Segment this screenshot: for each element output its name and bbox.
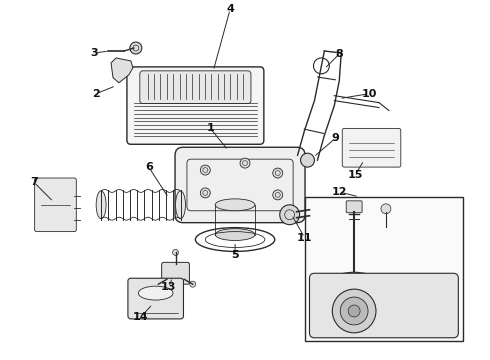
Text: 4: 4 — [226, 4, 234, 14]
Circle shape — [240, 158, 250, 168]
FancyBboxPatch shape — [127, 67, 264, 144]
Text: 1: 1 — [206, 123, 214, 134]
Circle shape — [273, 190, 283, 200]
Circle shape — [381, 204, 391, 214]
Text: 7: 7 — [30, 177, 38, 187]
FancyBboxPatch shape — [140, 71, 251, 104]
Text: 8: 8 — [335, 49, 343, 59]
Circle shape — [332, 289, 376, 333]
Ellipse shape — [215, 199, 255, 211]
Circle shape — [280, 205, 299, 225]
Circle shape — [155, 281, 161, 287]
Circle shape — [300, 153, 315, 167]
Text: 6: 6 — [145, 162, 153, 172]
Ellipse shape — [96, 191, 106, 219]
Ellipse shape — [175, 191, 185, 219]
Circle shape — [130, 42, 142, 54]
Text: 2: 2 — [92, 89, 100, 99]
Text: 11: 11 — [297, 233, 312, 243]
Circle shape — [200, 188, 210, 198]
FancyBboxPatch shape — [175, 147, 305, 223]
Text: 15: 15 — [347, 170, 363, 180]
FancyBboxPatch shape — [346, 201, 362, 213]
Circle shape — [348, 305, 360, 317]
Text: 12: 12 — [332, 187, 347, 197]
Text: 9: 9 — [331, 133, 339, 143]
Ellipse shape — [215, 229, 255, 240]
Ellipse shape — [329, 286, 379, 302]
Ellipse shape — [341, 275, 367, 284]
FancyBboxPatch shape — [35, 178, 76, 231]
Circle shape — [190, 281, 196, 287]
Ellipse shape — [334, 272, 374, 286]
Circle shape — [200, 165, 210, 175]
Text: 13: 13 — [161, 282, 176, 292]
FancyBboxPatch shape — [342, 129, 401, 167]
Circle shape — [172, 249, 178, 255]
Circle shape — [273, 168, 283, 178]
FancyBboxPatch shape — [310, 273, 458, 338]
Polygon shape — [111, 58, 133, 83]
Text: 14: 14 — [133, 312, 148, 322]
Circle shape — [340, 297, 368, 325]
Text: 5: 5 — [231, 251, 239, 260]
FancyBboxPatch shape — [128, 278, 183, 319]
Bar — [305, 197, 464, 341]
Ellipse shape — [138, 286, 173, 300]
Text: 3: 3 — [90, 48, 98, 58]
Ellipse shape — [337, 289, 371, 299]
Text: 10: 10 — [361, 89, 377, 99]
FancyBboxPatch shape — [162, 262, 190, 284]
